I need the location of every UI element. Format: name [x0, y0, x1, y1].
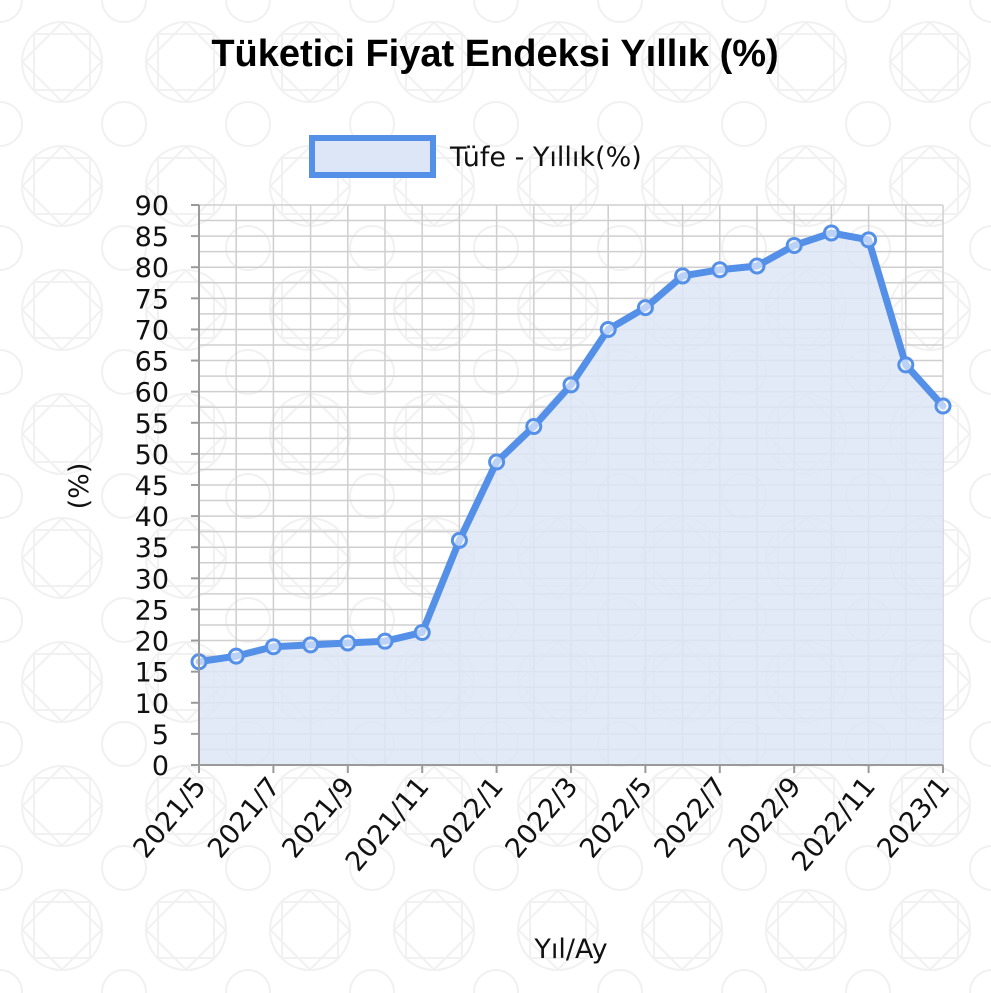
data-point[interactable]	[748, 257, 766, 275]
area-layer	[199, 233, 943, 765]
data-point[interactable]	[562, 376, 580, 394]
y-tick-label: 35	[135, 533, 169, 564]
y-tick-label: 85	[135, 222, 169, 253]
data-point[interactable]	[339, 634, 357, 652]
data-point[interactable]	[636, 299, 654, 317]
data-point[interactable]	[674, 267, 692, 285]
series-area	[199, 233, 943, 765]
x-axis-label: Yıl/Ay	[533, 934, 607, 965]
y-axis-label: (%)	[64, 463, 95, 510]
data-point[interactable]	[488, 453, 506, 471]
x-tick-label: 2023/1	[872, 772, 957, 865]
data-point[interactable]	[897, 356, 915, 374]
data-point[interactable]	[934, 397, 952, 415]
legend-label: Tüfe - Yıllık(%)	[449, 142, 642, 173]
y-tick-label: 75	[135, 284, 169, 315]
y-tick-label: 5	[152, 720, 169, 751]
y-tick-label: 40	[135, 502, 169, 533]
x-axis-ticks: 2021/52021/72021/92021/112022/12022/3202…	[128, 772, 957, 878]
data-point[interactable]	[302, 636, 320, 654]
y-tick-label: 50	[135, 440, 169, 471]
data-points	[190, 224, 952, 671]
y-tick-label: 60	[135, 378, 169, 409]
data-point[interactable]	[413, 623, 431, 641]
data-point[interactable]	[450, 531, 468, 549]
y-tick-label: 15	[135, 658, 169, 689]
y-tick-label: 20	[135, 627, 169, 658]
x-tick-label: 2022/3	[500, 772, 585, 865]
y-tick-label: 25	[135, 595, 169, 626]
x-tick-label: 2022/1	[425, 772, 510, 865]
data-point[interactable]	[860, 231, 878, 249]
data-point[interactable]	[785, 236, 803, 254]
data-point[interactable]	[227, 647, 245, 665]
x-tick-label: 2021/7	[202, 772, 287, 865]
y-tick-label: 55	[135, 409, 169, 440]
y-tick-label: 70	[135, 315, 169, 346]
data-point[interactable]	[711, 261, 729, 279]
data-point[interactable]	[525, 418, 543, 436]
x-tick-label: 2021/5	[128, 772, 213, 865]
y-tick-label: 80	[135, 253, 169, 284]
y-tick-label: 65	[135, 347, 169, 378]
legend: Tüfe - Yıllık(%)	[309, 135, 642, 178]
data-point[interactable]	[376, 632, 394, 650]
y-tick-label: 10	[135, 689, 169, 720]
y-tick-label: 90	[135, 191, 169, 222]
y-tick-label: 45	[135, 471, 169, 502]
x-tick-label: 2022/5	[574, 772, 659, 865]
data-point[interactable]	[822, 224, 840, 242]
data-point[interactable]	[599, 320, 617, 338]
y-tick-label: 30	[135, 564, 169, 595]
chart-title: Tüketici Fiyat Endeksi Yıllık (%)	[211, 33, 778, 75]
axes	[191, 204, 944, 773]
y-tick-label: 0	[152, 751, 169, 782]
legend-swatch[interactable]	[309, 135, 436, 178]
data-point[interactable]	[264, 638, 282, 656]
x-tick-label: 2022/7	[648, 772, 733, 865]
